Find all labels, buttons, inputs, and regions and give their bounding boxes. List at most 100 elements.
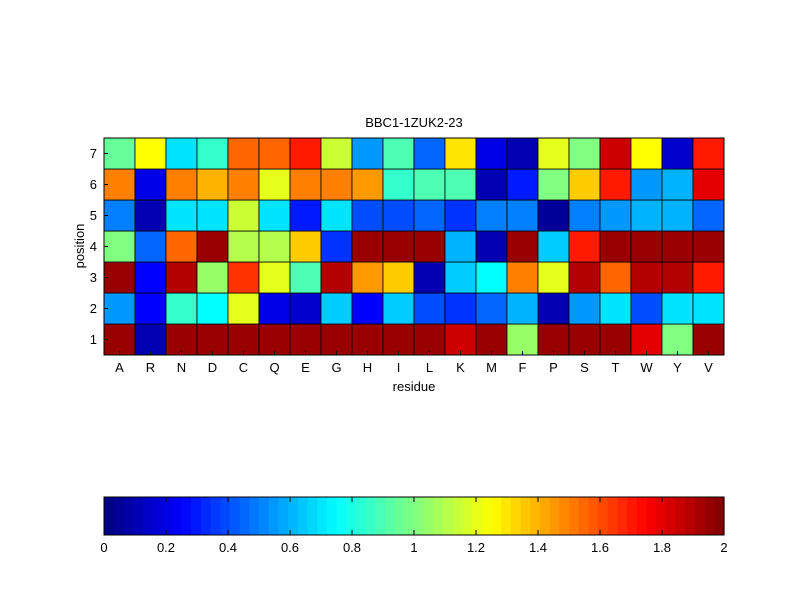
heatmap-cell xyxy=(351,168,384,201)
heatmap-cell xyxy=(599,261,632,294)
heatmap-cell xyxy=(413,168,446,201)
heatmap-cell xyxy=(351,292,384,325)
heatmap-cell xyxy=(661,137,694,170)
colorbar-segment xyxy=(539,497,551,535)
heatmap-cell xyxy=(568,323,601,356)
heatmap-cell xyxy=(196,230,229,263)
x-tick-label: F xyxy=(519,360,527,375)
heatmap-cell xyxy=(227,292,260,325)
colorbar-segment xyxy=(123,497,134,535)
colorbar-segment xyxy=(636,497,648,535)
x-tick-label: E xyxy=(301,360,310,375)
y-tick-label: 6 xyxy=(90,177,97,192)
heatmap-grid xyxy=(103,137,725,356)
heatmap-cell xyxy=(444,261,477,294)
colorbar-segment xyxy=(142,497,154,535)
heatmap-cell xyxy=(599,230,632,263)
colorbar-segment xyxy=(210,497,221,535)
heatmap-cell xyxy=(413,292,446,325)
colorbar-segment xyxy=(414,497,425,535)
x-tick-label: R xyxy=(146,360,155,375)
heatmap-cell xyxy=(227,230,260,263)
heatmap-cell xyxy=(320,199,353,232)
heatmap-cell xyxy=(444,230,477,263)
heatmap-cell xyxy=(506,261,539,294)
heatmap-cell xyxy=(661,199,694,232)
heatmap-cell xyxy=(134,199,167,232)
colorbar-segment xyxy=(133,497,144,535)
colorbar-segment xyxy=(200,497,212,535)
colorbar-segment xyxy=(714,497,725,535)
colorbar-segment xyxy=(278,497,289,535)
heatmap-cell xyxy=(568,137,601,170)
heatmap-cell xyxy=(382,199,415,232)
heatmap-cell xyxy=(661,261,694,294)
colorbar-segment xyxy=(317,497,328,535)
heatmap-cell xyxy=(537,137,570,170)
x-tick-label: C xyxy=(239,360,248,375)
colorbar-segment xyxy=(472,497,483,535)
heatmap-cell xyxy=(599,137,632,170)
x-tick-label: M xyxy=(486,360,497,375)
colorbar-segment xyxy=(588,497,599,535)
heatmap-cell xyxy=(475,168,508,201)
heatmap-cell xyxy=(444,292,477,325)
colorbar-segment xyxy=(423,497,434,535)
heatmap-cell xyxy=(630,137,663,170)
heatmap-cell xyxy=(165,230,198,263)
heatmap-cell xyxy=(351,199,384,232)
x-tick-label: P xyxy=(549,360,558,375)
heatmap-cell xyxy=(692,323,725,356)
heatmap-cell xyxy=(413,261,446,294)
heatmap-cell xyxy=(165,323,198,356)
x-tick-label: Y xyxy=(673,360,682,375)
y-tick-label: 7 xyxy=(90,146,97,161)
colorbar-segment xyxy=(384,497,396,535)
colorbar-segment xyxy=(229,497,241,535)
heatmap-cell xyxy=(134,137,167,170)
y-tick-label: 1 xyxy=(90,332,97,347)
colorbar-segment xyxy=(307,497,318,535)
heatmap-cell xyxy=(568,168,601,201)
colorbar-tick-label: 1.6 xyxy=(591,540,609,555)
heatmap-cell xyxy=(227,323,260,356)
colorbar-segment xyxy=(549,497,560,535)
heatmap-cell xyxy=(382,261,415,294)
heatmap-cell xyxy=(320,292,353,325)
colorbar-segment xyxy=(113,497,124,535)
colorbar-segment xyxy=(152,497,163,535)
colorbar-segment xyxy=(375,497,386,535)
colorbar-segment xyxy=(694,497,706,535)
heatmap-cell xyxy=(196,292,229,325)
colorbar-segment xyxy=(656,497,667,535)
colorbar-tick-label: 2 xyxy=(720,540,727,555)
heatmap-cell xyxy=(351,230,384,263)
heatmap-cell xyxy=(475,199,508,232)
heatmap-cell xyxy=(444,199,477,232)
colorbar-segment xyxy=(559,497,570,535)
heatmap-cell xyxy=(289,323,322,356)
heatmap-cell xyxy=(568,199,601,232)
heatmap-cell xyxy=(258,323,291,356)
y-tick-label: 5 xyxy=(90,208,97,223)
colorbar-segment xyxy=(181,497,192,535)
colorbar-axis: 0 0.2 0.4 0.6 0.8 1 1.2 1.4 1.6 1.8 2 xyxy=(100,497,728,555)
heatmap-cell xyxy=(165,292,198,325)
heatmap-cell xyxy=(599,168,632,201)
colorbar-segment xyxy=(394,497,405,535)
heatmap-cell xyxy=(103,292,136,325)
heatmap-cell xyxy=(630,261,663,294)
heatmap-cell xyxy=(134,168,167,201)
heatmap-cell xyxy=(444,137,477,170)
heatmap-cell xyxy=(258,137,291,170)
colorbar-segment xyxy=(704,497,715,535)
heatmap-cell xyxy=(475,292,508,325)
heatmap-cell xyxy=(196,168,229,201)
heatmap-cell xyxy=(196,137,229,170)
heatmap-cell xyxy=(692,137,725,170)
heatmap-cell xyxy=(661,230,694,263)
heatmap-cell xyxy=(103,168,136,201)
heatmap-cell xyxy=(227,168,260,201)
heatmap-cell xyxy=(227,137,260,170)
heatmap-cell xyxy=(568,261,601,294)
